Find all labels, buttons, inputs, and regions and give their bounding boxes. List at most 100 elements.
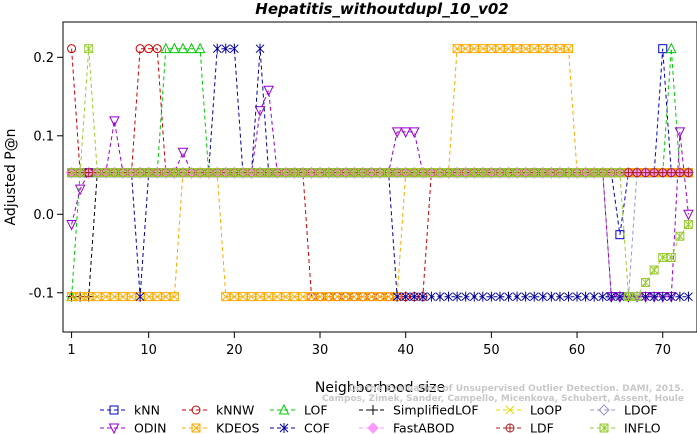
data-point-cof: [512, 291, 522, 302]
data-point-kdeos: [229, 292, 239, 302]
data-point-cof: [427, 291, 436, 302]
data-point-inflo: [409, 168, 419, 178]
legend-label: kNN: [134, 403, 160, 418]
legend-marker: [108, 423, 120, 434]
data-point-inflo: [101, 168, 111, 178]
data-point-cof: [675, 291, 685, 302]
legend-item-odin: ODIN: [100, 421, 167, 434]
data-point-cof: [529, 291, 539, 302]
data-point-cof: [615, 291, 625, 302]
data-point-kdeos: [221, 292, 231, 302]
plot-frame: [62, 21, 697, 333]
data-point-inflo: [529, 168, 539, 178]
data-point-inflo: [281, 168, 291, 178]
series-layer: [65, 42, 695, 303]
data-point-inflo: [375, 168, 385, 178]
data-point-inflo: [555, 168, 565, 178]
data-point-cof: [572, 291, 582, 302]
x-tick-label: 20: [226, 343, 243, 358]
data-point-odin: [254, 106, 266, 117]
x-tick-label: 50: [483, 343, 500, 358]
legend-label: kNNW: [216, 403, 254, 418]
data-point-knnw: [135, 44, 145, 54]
data-point-ldf: [84, 168, 94, 178]
data-point-odin: [408, 127, 420, 138]
data-point-kdeos: [306, 292, 316, 302]
data-point-kdeos: [529, 44, 539, 54]
data-point-knn: [658, 44, 668, 54]
data-point-kdeos: [161, 292, 171, 302]
data-point-odin: [109, 116, 120, 128]
data-point-kdeos: [555, 44, 565, 54]
data-point-inflo: [161, 168, 171, 178]
data-point-cof: [555, 291, 565, 302]
y-tick-label: 0.0: [33, 208, 54, 223]
data-point-cof: [444, 291, 453, 302]
data-point-cof: [589, 291, 599, 302]
data-point-ldf: [641, 168, 651, 178]
data-point-inflo: [572, 168, 582, 178]
legend-item-cof: COF: [270, 421, 330, 434]
data-point-kdeos: [512, 44, 522, 54]
x-axis: 1 10 20 30 40 50 60 70: [67, 332, 671, 358]
data-point-inflo: [521, 168, 531, 178]
data-point-kdeos: [246, 292, 256, 302]
data-point-inflo: [615, 168, 625, 178]
data-point-kdeos: [324, 292, 334, 302]
data-point-inflo: [666, 252, 676, 262]
data-point-inflo: [598, 168, 608, 178]
chart-title: Hepatitis_withoutdupl_10_v02: [255, 0, 508, 18]
data-point-kdeos: [152, 292, 162, 302]
data-point-odin: [683, 209, 694, 221]
data-point-cof: [606, 291, 616, 302]
data-point-knnw: [67, 44, 77, 54]
data-point-inflo: [152, 168, 162, 178]
legend-item-simplifiedlof: SimplifiedLOF: [359, 403, 479, 418]
data-point-kdeos: [358, 292, 368, 302]
data-point-inflo: [478, 168, 488, 178]
data-point-kdeos: [169, 292, 179, 302]
data-point-inflo: [435, 168, 445, 178]
series-inflo: [67, 44, 693, 302]
data-point-inflo: [658, 252, 668, 262]
data-point-kdeos: [127, 292, 137, 302]
legend-marker: [109, 405, 119, 415]
data-point-inflo: [683, 219, 693, 229]
data-point-lof: [186, 42, 197, 54]
x-tick-label: 10: [140, 343, 157, 358]
data-point-cof: [504, 291, 513, 302]
data-point-lof: [194, 42, 206, 54]
data-point-ldf: [675, 168, 685, 178]
data-point-cof: [229, 43, 239, 54]
legend-item-ldf: LDF: [496, 421, 554, 434]
data-point-inflo: [641, 278, 651, 288]
data-point-cof: [564, 291, 573, 302]
legend-marker: [279, 423, 289, 433]
data-point-ldf: [632, 168, 642, 178]
data-point-kdeos: [486, 44, 496, 54]
y-tick-label: -0.1: [29, 286, 54, 301]
data-point-inflo: [392, 168, 402, 178]
data-point-cof: [649, 291, 659, 302]
data-point-inflo: [512, 168, 522, 178]
data-point-cof: [641, 291, 650, 302]
x-tick-label: 1: [67, 343, 75, 358]
data-point-knnw: [144, 44, 154, 54]
data-point-kdeos: [546, 44, 556, 54]
data-point-inflo: [118, 168, 128, 178]
data-point-kdeos: [495, 44, 505, 54]
data-point-inflo: [315, 168, 325, 178]
series-simplifiedlof: [66, 167, 694, 302]
data-point-odin: [74, 184, 86, 196]
x-tick-label: 40: [397, 343, 414, 358]
legend-marker: [367, 422, 379, 434]
legend-marker: [505, 405, 515, 415]
legend-label: LDF: [530, 421, 554, 434]
data-point-odin: [177, 147, 189, 159]
legend-marker: [191, 423, 201, 433]
data-point-inflo: [461, 168, 471, 178]
data-point-inflo: [418, 168, 428, 178]
data-point-cof: [598, 291, 608, 302]
data-point-inflo: [67, 168, 77, 178]
legend-label: COF: [304, 421, 330, 434]
